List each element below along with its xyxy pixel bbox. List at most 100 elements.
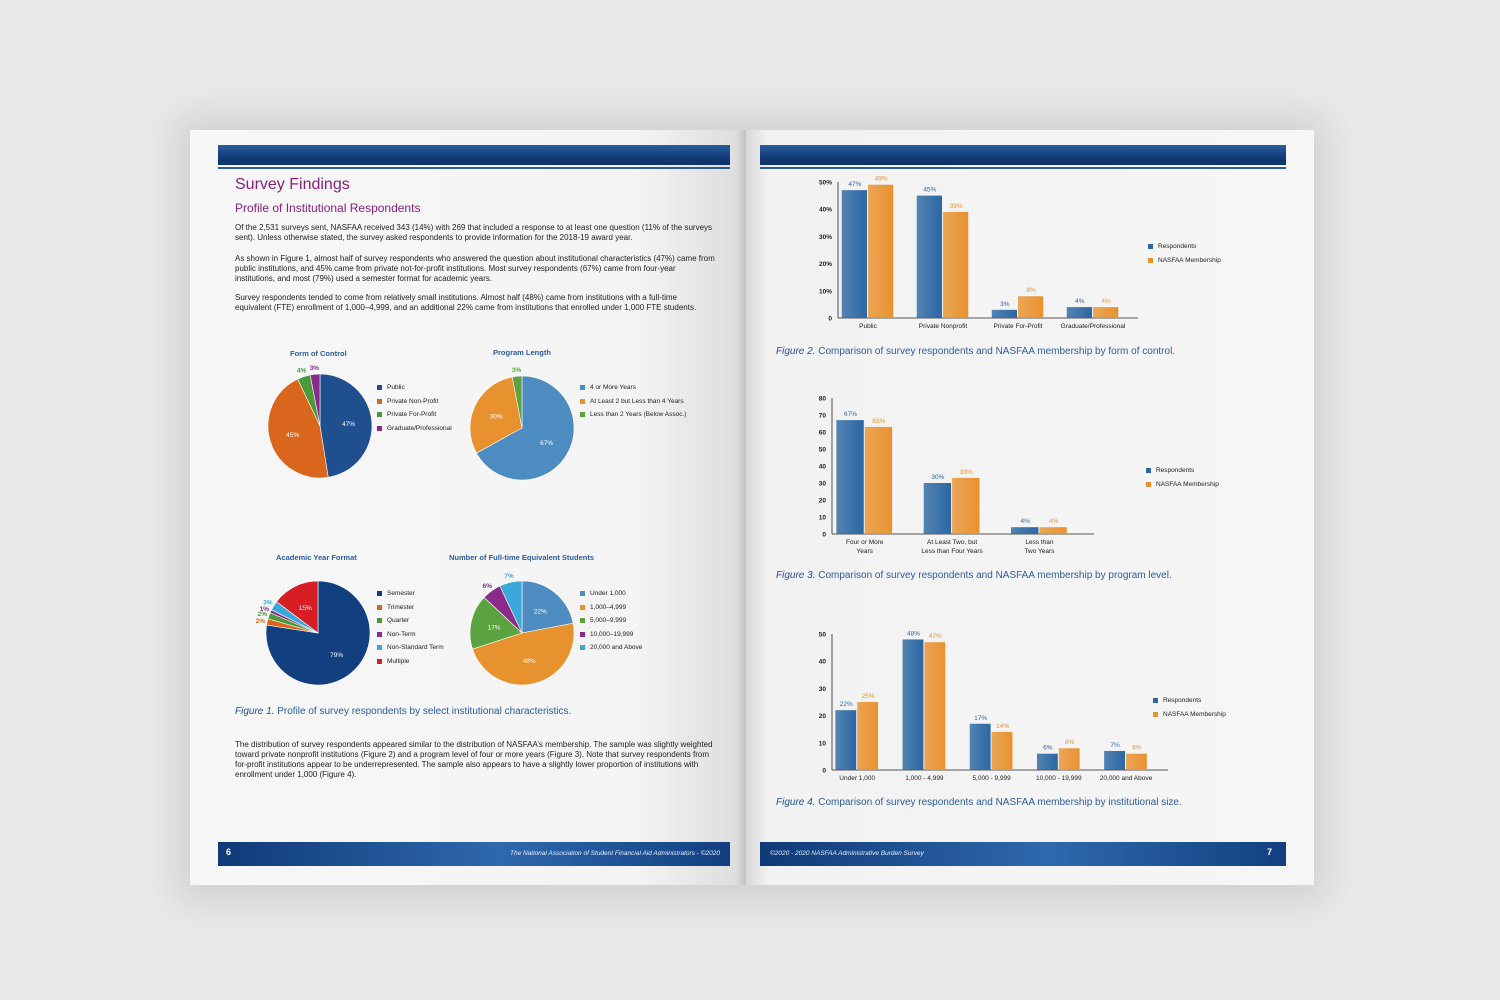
data-label: 30% — [931, 474, 944, 481]
figure-3-text: Comparison of survey respondents and NAS… — [815, 570, 1172, 581]
pie-fte-legend: Under 1,000 1,000–4,999 5,000–9,999 10,000–… — [580, 587, 642, 655]
data-label: 22% — [840, 701, 853, 708]
legend-label: NASFAA Membership — [1158, 256, 1221, 264]
left-page: Survey Findings Profile of Institutional… — [190, 130, 746, 885]
bar-program-level-legend: Respondents NASFAA Membership — [1146, 464, 1219, 491]
legend-swatch — [1148, 244, 1153, 250]
legend-item-non-standard-term: Non-Standard Term — [377, 641, 444, 655]
legend-swatch — [377, 398, 382, 404]
legend-label: 5,000–9,999 — [590, 617, 627, 625]
pie-academic-year-legend: Semester Trimester Quarter Non-Term Non-Stan… — [377, 587, 444, 668]
legend-label: 20,000 and Above — [590, 644, 643, 652]
y-tick-label: 50 — [819, 447, 827, 454]
y-tick-label: 50 — [819, 632, 827, 639]
legend-swatch — [377, 425, 382, 431]
y-tick-label: 0 — [828, 316, 832, 323]
pie-fte-slice-1-000-4-999 — [472, 622, 575, 686]
legend-label: 10,000–19,999 — [590, 630, 634, 638]
data-label: 67% — [844, 411, 857, 418]
bar-program-level-bar-respondents-at-least-two-but-less-than-four-years — [923, 483, 952, 534]
legend-swatch — [377, 618, 382, 624]
figure-1-text: Profile of survey respondents by select … — [274, 706, 572, 717]
y-tick-label: 40% — [819, 207, 832, 214]
figure-1-caption: Figure 1. Profile of survey respondents … — [235, 706, 571, 717]
figure-3-label: Figure 3. — [776, 570, 816, 581]
bar-program-level-bar-respondents-less-than-two-years — [1011, 527, 1039, 534]
data-label: 48% — [907, 630, 920, 637]
pie-academic-year-label-non-term: 1% — [260, 606, 270, 613]
x-tick-label: Less than — [1025, 539, 1054, 546]
legend-item-membership: NASFAA Membership — [1146, 478, 1219, 492]
y-tick-label: 60 — [819, 430, 827, 437]
bar-form-of-control-bar-nasfaa-membership-public — [868, 184, 894, 318]
bar-institution-size-legend: Respondents NASFAA Membership — [1153, 694, 1226, 721]
legend-item-non-term: Non-Term — [377, 628, 444, 642]
y-tick-label: 40 — [819, 659, 827, 666]
pie-academic-year-label-trimester: 2% — [256, 618, 266, 625]
figure-3-caption: Figure 3. Comparison of survey responden… — [776, 570, 1172, 581]
pie-academic-year: 79%2%2%1%3%15% — [256, 580, 371, 686]
legend-item-membership: NASFAA Membership — [1148, 254, 1221, 268]
page-subtitle: Profile of Institutional Respondents — [235, 201, 421, 215]
figure-1-label: Figure 1. — [235, 706, 275, 717]
legend-swatch — [580, 412, 585, 418]
bar-form-of-control-bar-respondents-graduate-professional — [1066, 307, 1092, 318]
legend-label: Respondents — [1163, 697, 1202, 705]
legend-label: Non-Term — [387, 630, 416, 638]
pie-fte-label-1-000-4-999: 48% — [523, 658, 536, 665]
pie-program-length-title: Program Length — [493, 348, 551, 357]
pie-form-of-control: 47% 45% 4% 3% — [267, 365, 373, 479]
bar-form-of-control-bar-nasfaa-membership-graduate-professional — [1093, 307, 1119, 318]
y-tick-label: 20 — [819, 713, 827, 720]
pie-program-length-label-at-least-2-but-less-than-4-years: 30% — [490, 413, 503, 420]
legend-swatch — [580, 385, 585, 391]
x-tick-label: 10,000 - 19,999 — [1036, 775, 1082, 782]
page-number-right: 7 — [1266, 847, 1272, 857]
data-label: 8% — [1026, 287, 1036, 294]
figure-4-text: Comparison of survey respondents and NAS… — [815, 797, 1182, 808]
legend-item-private-for-profit: Private For-Profit — [377, 408, 452, 422]
bar-program-level: 0 10 20 30 40 50 60 70 80 67% 63% Four or More Years… — [819, 396, 1094, 555]
data-label: 47% — [929, 633, 942, 640]
y-tick-label: 40 — [819, 464, 827, 471]
legend-item-at-least-2-but-less-than-4-years: At Least 2 but Less than 4 Years — [580, 395, 686, 409]
pie-fte-label-under-1-000: 22% — [534, 608, 547, 615]
bar-institution-size-bar-respondents-10-000-19-999 — [1036, 753, 1058, 770]
bar-institution-size-bar-respondents-1-000-4-999 — [902, 639, 924, 770]
pie-form-of-control-slice-graduate-professional — [309, 373, 321, 427]
y-tick-label: 0 — [822, 768, 826, 775]
legend-item-multiple: Multiple — [377, 655, 444, 669]
page-title: Survey Findings — [235, 176, 350, 193]
pie-form-of-control-label-private-for-profit: 4% — [297, 367, 307, 374]
legend-item-trimester: Trimester — [377, 601, 444, 615]
legend-label: Graduate/Professional — [387, 424, 452, 432]
bar-program-level-bar-nasfaa-membership-less-than-two-years — [1039, 527, 1067, 534]
bar-program-level-bar-nasfaa-membership-at-least-two-but-less-than-four-years — [952, 477, 980, 534]
legend-swatch — [580, 618, 585, 624]
figure-4-caption: Figure 4. Comparison of survey responden… — [776, 797, 1182, 808]
figure-4-label: Figure 4. — [776, 797, 816, 808]
x-tick-label: Two Years — [1024, 548, 1055, 555]
left-footer-bar: 6 The National Association of Student Fi… — [218, 842, 730, 866]
legend-label: Respondents — [1158, 243, 1197, 251]
y-tick-label: 80 — [819, 396, 827, 403]
data-label: 6% — [1132, 745, 1142, 752]
bar-institution-size-bar-respondents-under-1-000 — [835, 710, 857, 770]
bar-institution-size-bar-nasfaa-membership-1-000-4-999 — [924, 642, 946, 770]
legend-label: 1,000–4,999 — [590, 603, 627, 611]
pie-fte-slice-5-000-9-999 — [469, 596, 523, 650]
legend-label: Quarter — [387, 617, 410, 625]
y-tick-label: 70 — [819, 413, 827, 420]
pie-program-length-slice-less-than-2-years-below-assoc — [511, 375, 523, 429]
legend-swatch — [580, 398, 585, 404]
data-label: 14% — [996, 723, 1009, 730]
pie-fte-title: Number of Full-time Equivalent Students — [449, 553, 595, 562]
bar-form-of-control-bar-respondents-public — [841, 190, 867, 318]
pie-program-length-slice-at-least-2-but-less-than-4-years — [469, 376, 523, 454]
pie-program-length-legend: 4 or More Years At Least 2 but Less than … — [580, 381, 686, 422]
y-tick-label: 10% — [819, 288, 832, 295]
legend-label: Multiple — [387, 657, 410, 665]
legend-swatch — [580, 645, 585, 651]
data-label: 4% — [1021, 518, 1031, 525]
legend-swatch — [377, 658, 382, 664]
